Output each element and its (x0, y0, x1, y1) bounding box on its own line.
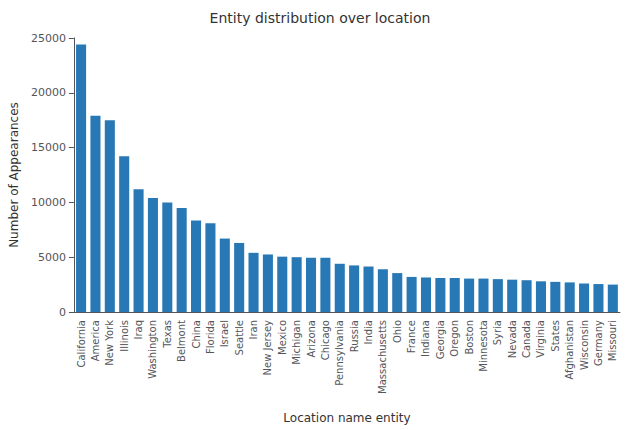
svg-text:Ohio: Ohio (392, 320, 403, 343)
svg-text:Israel: Israel (219, 320, 230, 347)
svg-text:Russia: Russia (349, 320, 360, 352)
svg-text:Germany: Germany (593, 320, 604, 366)
svg-text:Illinois: Illinois (119, 320, 130, 352)
svg-text:America: America (90, 320, 101, 361)
svg-text:25000: 25000 (31, 32, 66, 45)
svg-text:Texas: Texas (162, 320, 173, 349)
svg-text:Massachusetts: Massachusetts (377, 320, 388, 394)
svg-text:Pennsylvania: Pennsylvania (334, 320, 345, 386)
svg-text:India: India (363, 320, 374, 345)
svg-text:Nevada: Nevada (507, 320, 518, 358)
svg-text:Entity distribution over locat: Entity distribution over location (210, 10, 431, 26)
svg-text:France: France (406, 320, 417, 353)
svg-text:15000: 15000 (31, 141, 66, 154)
svg-text:Mexico: Mexico (277, 320, 288, 355)
svg-text:Location name entity: Location name entity (283, 411, 410, 425)
svg-text:5000: 5000 (38, 251, 66, 264)
svg-text:Indiana: Indiana (420, 320, 431, 357)
svg-text:States: States (550, 320, 561, 352)
svg-text:California: California (76, 320, 87, 368)
svg-text:Minnesota: Minnesota (478, 320, 489, 372)
svg-text:Arizona: Arizona (306, 320, 317, 358)
svg-text:0: 0 (59, 306, 66, 319)
svg-text:Syria: Syria (492, 320, 503, 345)
svg-text:Canada: Canada (521, 320, 532, 358)
svg-text:Oregon: Oregon (449, 320, 460, 357)
svg-text:Belmont: Belmont (176, 320, 187, 362)
svg-text:Seattle: Seattle (234, 320, 245, 355)
svg-text:Iraq: Iraq (133, 320, 144, 340)
svg-text:Iran: Iran (248, 320, 259, 340)
svg-text:Georgia: Georgia (435, 320, 446, 359)
svg-text:Virginia: Virginia (535, 320, 546, 358)
svg-text:Michigan: Michigan (291, 320, 302, 365)
svg-text:Afghanistan: Afghanistan (564, 320, 575, 380)
svg-text:New Jersey: New Jersey (262, 320, 273, 376)
svg-text:20000: 20000 (31, 86, 66, 99)
svg-text:China: China (191, 320, 202, 349)
svg-text:Number of Appearances: Number of Appearances (7, 102, 21, 248)
svg-text:10000: 10000 (31, 196, 66, 209)
svg-text:Chicago: Chicago (320, 320, 331, 360)
svg-text:Missouri: Missouri (607, 320, 618, 361)
svg-text:Florida: Florida (205, 320, 216, 354)
svg-text:New York: New York (104, 320, 115, 366)
svg-text:Wisconsin: Wisconsin (579, 320, 590, 370)
svg-text:Washington: Washington (147, 320, 158, 379)
svg-text:Boston: Boston (464, 320, 475, 355)
